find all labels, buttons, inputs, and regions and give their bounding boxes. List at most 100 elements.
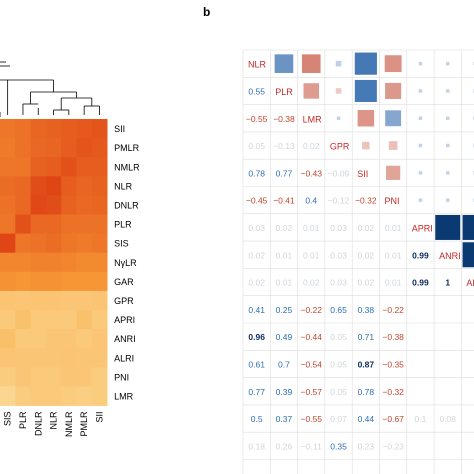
- heat-cell-10-3: [45, 310, 62, 330]
- heat-cell-7-6: [91, 252, 108, 273]
- corr-value-label: 0.4: [305, 196, 317, 206]
- heat-cell-2-2: [30, 157, 47, 177]
- corr-value-label: 0.35: [330, 441, 347, 451]
- heat-cell-9-3: [45, 290, 62, 311]
- corr-value-label: 0.05: [330, 332, 347, 342]
- corr-square-1-6: [418, 89, 423, 93]
- corr-value-label: −0.55: [300, 414, 322, 424]
- heat-cell-5-0: [0, 214, 16, 234]
- heat-cell-3-2: [30, 176, 47, 196]
- correlation-matrix-panel: NLRPLRLMRGPRSIIPNIAPRIANRIALRI0.55−0.55−…: [242, 49, 474, 474]
- heat-cell-10-4: [61, 310, 77, 330]
- corr-square-3-7: [445, 143, 450, 148]
- heat-cell-0-4: [61, 119, 77, 139]
- heat-cell-2-0: [0, 157, 16, 177]
- corr-value-label: 0.03: [330, 278, 347, 288]
- heat-cell-6-2: [30, 233, 47, 254]
- heat-cell-4-2: [30, 195, 47, 215]
- heat-row-label: APRI: [114, 315, 135, 325]
- heat-row-label: PNI: [114, 372, 129, 382]
- heat-cell-1-2: [30, 138, 47, 158]
- heat-cell-1-6: [91, 138, 108, 158]
- diag-label: PLR: [275, 87, 293, 97]
- heat-cell-2-5: [76, 157, 93, 177]
- corr-square-2-6: [418, 116, 423, 121]
- diag-label: LMR: [303, 114, 323, 124]
- corr-square-6-7: [435, 214, 461, 240]
- heat-row-label: NγLR: [114, 258, 137, 268]
- heat-cell-14-6: [91, 386, 108, 406]
- corr-square-0-3: [335, 60, 342, 67]
- corr-square-4-7: [445, 171, 450, 175]
- corr-value-label: −0.43: [300, 168, 322, 178]
- corr-value-label: 0.96: [248, 332, 265, 342]
- heat-cell-0-3: [45, 119, 62, 139]
- corr-value-label: 0.78: [248, 168, 265, 178]
- corr-value-label: −0.57: [300, 387, 322, 397]
- corr-value-label: 0.02: [358, 223, 375, 233]
- corr-square-7-8: [462, 242, 474, 268]
- heat-cell-5-3: [45, 214, 62, 234]
- heat-cell-11-5: [76, 329, 93, 349]
- corr-square-0-5: [384, 55, 402, 73]
- corr-square-1-3: [335, 88, 342, 94]
- corr-value-label: 0.37: [276, 414, 293, 424]
- heat-row-label: SIS: [114, 239, 129, 249]
- heat-cell-4-1: [15, 195, 31, 215]
- heat-cell-6-5: [76, 233, 93, 254]
- corr-value-label: 0.03: [330, 250, 347, 260]
- corr-value-label: 0.01: [385, 278, 402, 288]
- heat-cell-8-3: [45, 271, 62, 292]
- heat-cell-0-0: [0, 119, 16, 139]
- corr-value-label: −0.32: [382, 387, 404, 397]
- corr-value-label: 0.02: [248, 278, 265, 288]
- heat-cell-14-2: [30, 386, 47, 406]
- heat-cell-0-6: [91, 119, 108, 139]
- heat-cell-2-1: [15, 157, 31, 177]
- corr-square-6-8: [462, 214, 474, 240]
- corr-value-label: 0.02: [248, 250, 265, 260]
- heat-cell-2-4: [61, 157, 77, 177]
- corr-square-2-5: [385, 110, 402, 127]
- heat-cell-10-0: [0, 310, 16, 330]
- heat-cell-11-1: [15, 329, 31, 349]
- heat-cell-9-1: [15, 290, 31, 311]
- heat-cell-0-2: [30, 119, 47, 139]
- heat-cell-6-3: [45, 233, 62, 254]
- corr-value-label: 0.08: [439, 414, 456, 424]
- panel-label-b: b: [203, 5, 211, 19]
- corr-value-label: 0.5: [251, 414, 263, 424]
- corr-square-3-4: [362, 141, 370, 150]
- corr-value-label: −0.55: [246, 114, 268, 124]
- heat-cell-12-3: [45, 348, 62, 368]
- column-dendrogram: [0, 61, 100, 115]
- heat-cell-12-0: [0, 348, 16, 368]
- heat-cell-9-5: [76, 290, 93, 311]
- corr-value-label: −0.23: [382, 441, 404, 451]
- corr-value-label: 0.03: [330, 223, 347, 233]
- heat-cell-5-1: [15, 214, 31, 234]
- corr-value-label: 0.61: [248, 359, 265, 369]
- corr-value-label: 0.87: [358, 359, 375, 369]
- heat-cell-6-0: [0, 233, 16, 254]
- heat-cell-7-5: [76, 252, 93, 273]
- heat-cell-14-5: [76, 386, 93, 406]
- heat-cell-10-2: [30, 310, 47, 330]
- heat-cell-14-3: [45, 386, 62, 406]
- heat-cell-11-4: [61, 329, 77, 349]
- corr-square-0-6: [418, 61, 423, 66]
- heat-cell-11-0: [0, 329, 16, 349]
- corr-value-label: 0.1: [415, 414, 427, 424]
- heat-cell-12-4: [61, 348, 77, 368]
- corr-value-label: 0.77: [276, 168, 293, 178]
- corr-square-5-6: [418, 198, 423, 202]
- corr-square-0-7: [445, 61, 450, 66]
- corr-value-label: −0.41: [273, 196, 295, 206]
- heat-cell-9-4: [61, 290, 77, 311]
- corr-value-label: 0.65: [330, 305, 347, 315]
- corr-value-label: 0.07: [330, 414, 347, 424]
- corr-square-0-1: [274, 54, 294, 73]
- corr-value-label: −0.13: [273, 141, 295, 151]
- heat-cell-1-3: [45, 138, 62, 158]
- heat-cell-4-6: [91, 195, 108, 215]
